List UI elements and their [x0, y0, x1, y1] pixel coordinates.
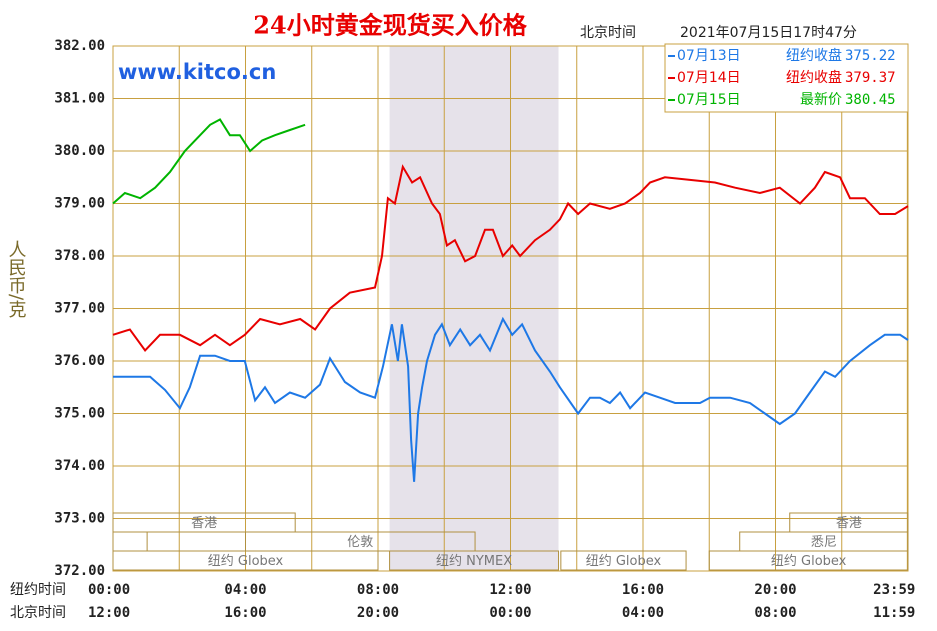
- session-label: 悉尼: [811, 535, 837, 550]
- legend-entry: 最新价: [800, 92, 842, 108]
- x-tick-label: 04:00: [622, 605, 664, 621]
- session-label: 纽约 Globex: [208, 554, 284, 569]
- time-caption: 北京时间: [580, 25, 636, 41]
- x-tick-label: 04:00: [224, 582, 266, 598]
- session-label: 纽约 Globex: [586, 554, 662, 569]
- y-tick-label: 374.00: [54, 458, 105, 474]
- y-tick-label: 381.00: [54, 91, 105, 107]
- series-line: [112, 164, 909, 353]
- session-label: 香港: [836, 516, 862, 531]
- x-tick-label: 12:00: [88, 605, 130, 621]
- x-row-label: 北京时间: [10, 605, 66, 621]
- y-tick-label: 382.00: [54, 38, 105, 54]
- series-line: [112, 118, 306, 205]
- legend-value: 379.37: [845, 70, 896, 86]
- legend-entry: 07月14日: [677, 70, 741, 86]
- chart-title: 24小时黄金现货买入价格: [253, 11, 527, 40]
- x-tick-label: 16:00: [622, 582, 664, 598]
- x-tick-label: 23:59: [873, 582, 915, 598]
- legend-value: 375.22: [845, 48, 896, 64]
- session-box: [112, 512, 296, 533]
- session-label: 伦敦: [347, 534, 373, 550]
- legend-entry: 纽约收盘: [786, 47, 842, 64]
- session-label: 纽约 Globex: [771, 554, 847, 569]
- legend-box: [664, 43, 909, 113]
- session-box: [112, 531, 148, 552]
- y-tick-label: 373.00: [54, 511, 105, 527]
- x-tick-label: 16:00: [224, 605, 266, 621]
- y-tick-label: 372.00: [54, 563, 105, 579]
- x-tick-label: 12:00: [489, 582, 531, 598]
- legend-entry: 07月15日: [677, 92, 741, 108]
- session-box: [708, 550, 909, 571]
- y-axis-label: 人民币/克: [6, 240, 27, 318]
- x-tick-label: 11:59: [873, 605, 915, 621]
- session-label: 香港: [191, 516, 217, 531]
- session-box: [112, 550, 379, 571]
- x-tick-label: 20:00: [754, 582, 796, 598]
- series-line: [113, 316, 909, 482]
- watermark: www.kitco.cn: [118, 60, 276, 84]
- legend-entry: 纽约收盘: [786, 69, 842, 86]
- y-tick-label: 378.00: [54, 248, 105, 264]
- y-tick-label: 376.00: [54, 353, 105, 369]
- y-tick-label: 380.00: [54, 143, 105, 159]
- x-tick-label: 20:00: [357, 605, 399, 621]
- legend-entry: 07月13日: [677, 48, 741, 64]
- x-tick-label: 08:00: [754, 605, 796, 621]
- x-row-label: 纽约时间: [10, 582, 66, 598]
- x-tick-label: 00:00: [489, 605, 531, 621]
- x-tick-label: 00:00: [88, 582, 130, 598]
- session-label: 纽约 NYMEX: [436, 554, 512, 569]
- plot-border: [112, 45, 909, 572]
- y-tick-label: 375.00: [54, 406, 105, 422]
- legend-value: 380.45: [845, 92, 896, 108]
- y-tick-label: 377.00: [54, 301, 105, 317]
- y-tick-label: 379.00: [54, 196, 105, 212]
- session-box: [560, 550, 687, 571]
- session-box: [389, 550, 560, 571]
- x-tick-label: 08:00: [357, 582, 399, 598]
- timestamp: 2021年07月15日17时47分: [680, 25, 857, 41]
